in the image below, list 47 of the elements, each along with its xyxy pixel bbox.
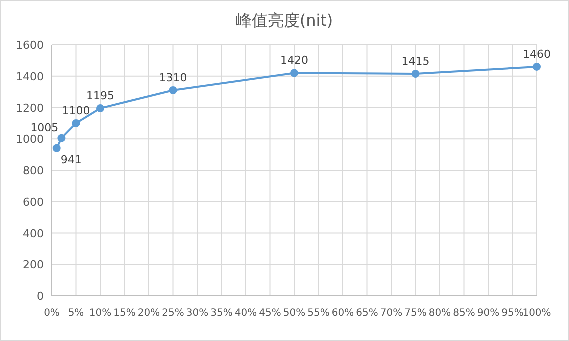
- y-tick-label: 0: [37, 290, 44, 303]
- x-tick-label: 45%: [259, 308, 282, 319]
- point: [58, 134, 66, 142]
- x-tick-label: 100%: [522, 308, 552, 319]
- x-tick-label: 95%: [502, 308, 524, 319]
- point: [72, 119, 80, 128]
- point: [52, 144, 61, 152]
- x-tick-label: 40%: [234, 308, 258, 319]
- y-tick-label: 1200: [16, 102, 44, 115]
- y-tick-label: 400: [23, 227, 44, 240]
- x-tick-label: 15%: [114, 308, 136, 319]
- data-label: 1420: [280, 54, 308, 68]
- x-tick-label: 75%: [404, 308, 427, 319]
- x-tick-label: 5%: [68, 308, 84, 319]
- x-tick-label: 10%: [89, 308, 112, 319]
- y-tick-label: 1000: [16, 133, 44, 146]
- y-tick-label: 200: [23, 258, 44, 272]
- x-tick-label: 70%: [380, 308, 403, 319]
- x-tick-label: 50%: [283, 308, 306, 319]
- chart-title: 峰值亮度(nit): [236, 11, 334, 30]
- y-tick-label: 1600: [16, 39, 44, 52]
- point: [96, 104, 104, 113]
- data-label: 941: [60, 153, 82, 166]
- x-tick-label: 35%: [210, 308, 233, 319]
- x-tick-label: 25%: [162, 308, 184, 319]
- point: [533, 62, 541, 71]
- x-tick-label: 60%: [332, 308, 354, 319]
- data-label: 1460: [523, 48, 551, 61]
- x-tick-label: 80%: [428, 308, 452, 319]
- data-label: 1005: [30, 121, 59, 134]
- y-tick-label: 800: [23, 164, 44, 178]
- x-tick-label: 90%: [477, 308, 500, 319]
- y-tick-label: 600: [23, 196, 44, 209]
- point: [290, 69, 298, 78]
- y-tick-label: 1400: [16, 70, 44, 84]
- x-tick-label: 20%: [138, 308, 160, 319]
- data-label: 1310: [159, 71, 188, 84]
- x-tick-label: 65%: [356, 308, 378, 319]
- x-tick-label: 55%: [308, 308, 330, 319]
- x-tick-label: 0%: [44, 308, 60, 319]
- x-tick-label: 85%: [453, 308, 476, 319]
- data-label: 1195: [86, 90, 114, 103]
- point: [412, 70, 420, 78]
- x-tick-label: 30%: [186, 308, 209, 319]
- point: [169, 86, 178, 94]
- data-label: 1415: [402, 55, 430, 68]
- data-label: 1100: [62, 104, 90, 118]
